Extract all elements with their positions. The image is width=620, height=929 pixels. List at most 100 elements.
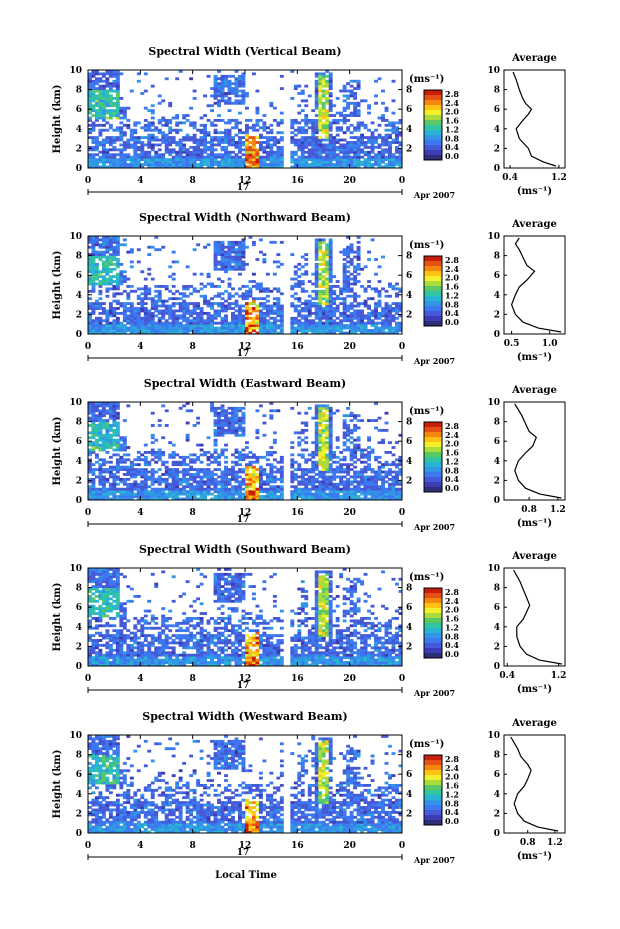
heatmap-cell [213,294,218,298]
heatmap-cell [297,463,302,467]
heatmap-cell [339,163,344,166]
heatmap-cell [220,258,225,261]
heatmap-cell [335,294,340,298]
heatmap-cell [290,324,295,328]
heatmap-cell [265,487,270,491]
heatmap-cell [234,158,239,162]
heatmap-cell [311,128,316,132]
heatmap-cell [297,126,302,130]
heatmap-cell [290,453,295,457]
heatmap-cell [328,104,333,108]
heatmap-cell [304,119,309,122]
heatmap-cell [290,287,295,291]
heatmap-cell [353,145,358,149]
heatmap-cell [314,292,319,296]
heatmap-cell [231,416,235,420]
heatmap-cell [206,436,211,440]
heatmap-cell [161,123,166,127]
heatmap-cell [342,165,347,169]
heatmap-cell [210,319,214,323]
heatmap-cell [384,133,389,137]
heatmap-cell [217,326,221,330]
heatmap-cell [101,265,106,269]
heatmap-cell [231,240,235,244]
heatmap-cell [150,324,155,328]
heatmap-cell [370,143,375,147]
heatmap-cell [94,109,99,113]
heatmap-cell [105,441,110,445]
y-tick-label: 2 [76,144,82,154]
heatmap-cell [105,402,110,405]
heatmap-cell [353,321,358,325]
heatmap-cell [279,292,284,296]
heatmap-cell [395,282,399,286]
heatmap-cell [325,404,330,408]
heatmap-cell [262,319,267,323]
heatmap-cell [101,160,106,164]
heatmap-cell [203,94,208,98]
heatmap-cell [245,245,249,249]
heatmap-cell [391,160,396,164]
heatmap-cell [245,475,249,479]
heatmap-cell [129,470,134,474]
heatmap-cell [168,492,173,496]
heatmap-cell [147,451,152,454]
heatmap-cell [94,87,99,90]
heatmap-cell [318,304,323,308]
heatmap-cell [272,331,277,335]
heatmap-cell [314,94,319,98]
heatmap-cell [217,431,221,435]
heatmap-cell [314,101,319,105]
heatmap-cell [293,282,298,286]
heatmap-cell [328,490,333,494]
heatmap-cell [238,331,242,335]
heatmap-cell [168,163,173,166]
heatmap-cell [171,250,176,254]
heatmap-cell [227,477,232,481]
heatmap-cell [342,282,347,286]
y-tick-label: 0 [76,164,82,174]
heatmap-cell [217,94,221,98]
heatmap-cell [335,153,340,157]
heatmap-cell [154,309,159,313]
heatmap-cell [234,155,239,159]
heatmap-cell [217,416,221,420]
heatmap-cell [108,287,113,291]
heatmap-cell [105,280,110,283]
heatmap-cell [314,119,319,122]
heatmap-cell [258,329,263,332]
heatmap-cell [349,262,354,266]
heatmap-cell [143,163,148,166]
heatmap-cell [192,145,197,149]
heatmap-cell [374,321,378,325]
heatmap-cell [203,126,208,130]
heatmap-cell [185,153,190,157]
heatmap-cell [356,255,361,259]
heatmap-cell [272,153,277,157]
heatmap-cell [203,490,208,494]
heatmap-cell [105,329,110,332]
heatmap-cell [189,314,194,318]
heatmap-cell [98,463,103,467]
heatmap-cell [94,94,99,98]
heatmap-cell [318,119,323,122]
heatmap-cell [140,473,145,476]
heatmap-cell [119,282,124,286]
heatmap-cell [335,495,340,498]
heatmap-cell [276,141,281,144]
heatmap-cell [199,138,204,142]
heatmap-cell [115,275,120,279]
heatmap-cell [147,490,152,494]
heatmap-cell [217,70,221,73]
heatmap-cell [325,111,330,115]
heatmap-cell [175,470,180,474]
heatmap-cell [377,116,382,120]
heatmap-cell [346,307,351,310]
heatmap-cell [220,158,225,162]
heatmap-cell [94,119,99,122]
heatmap-cell [227,282,232,286]
heatmap-cell [115,70,120,73]
heatmap-cell [213,455,218,459]
heatmap-cell [122,114,127,117]
heatmap-cell [272,441,277,445]
